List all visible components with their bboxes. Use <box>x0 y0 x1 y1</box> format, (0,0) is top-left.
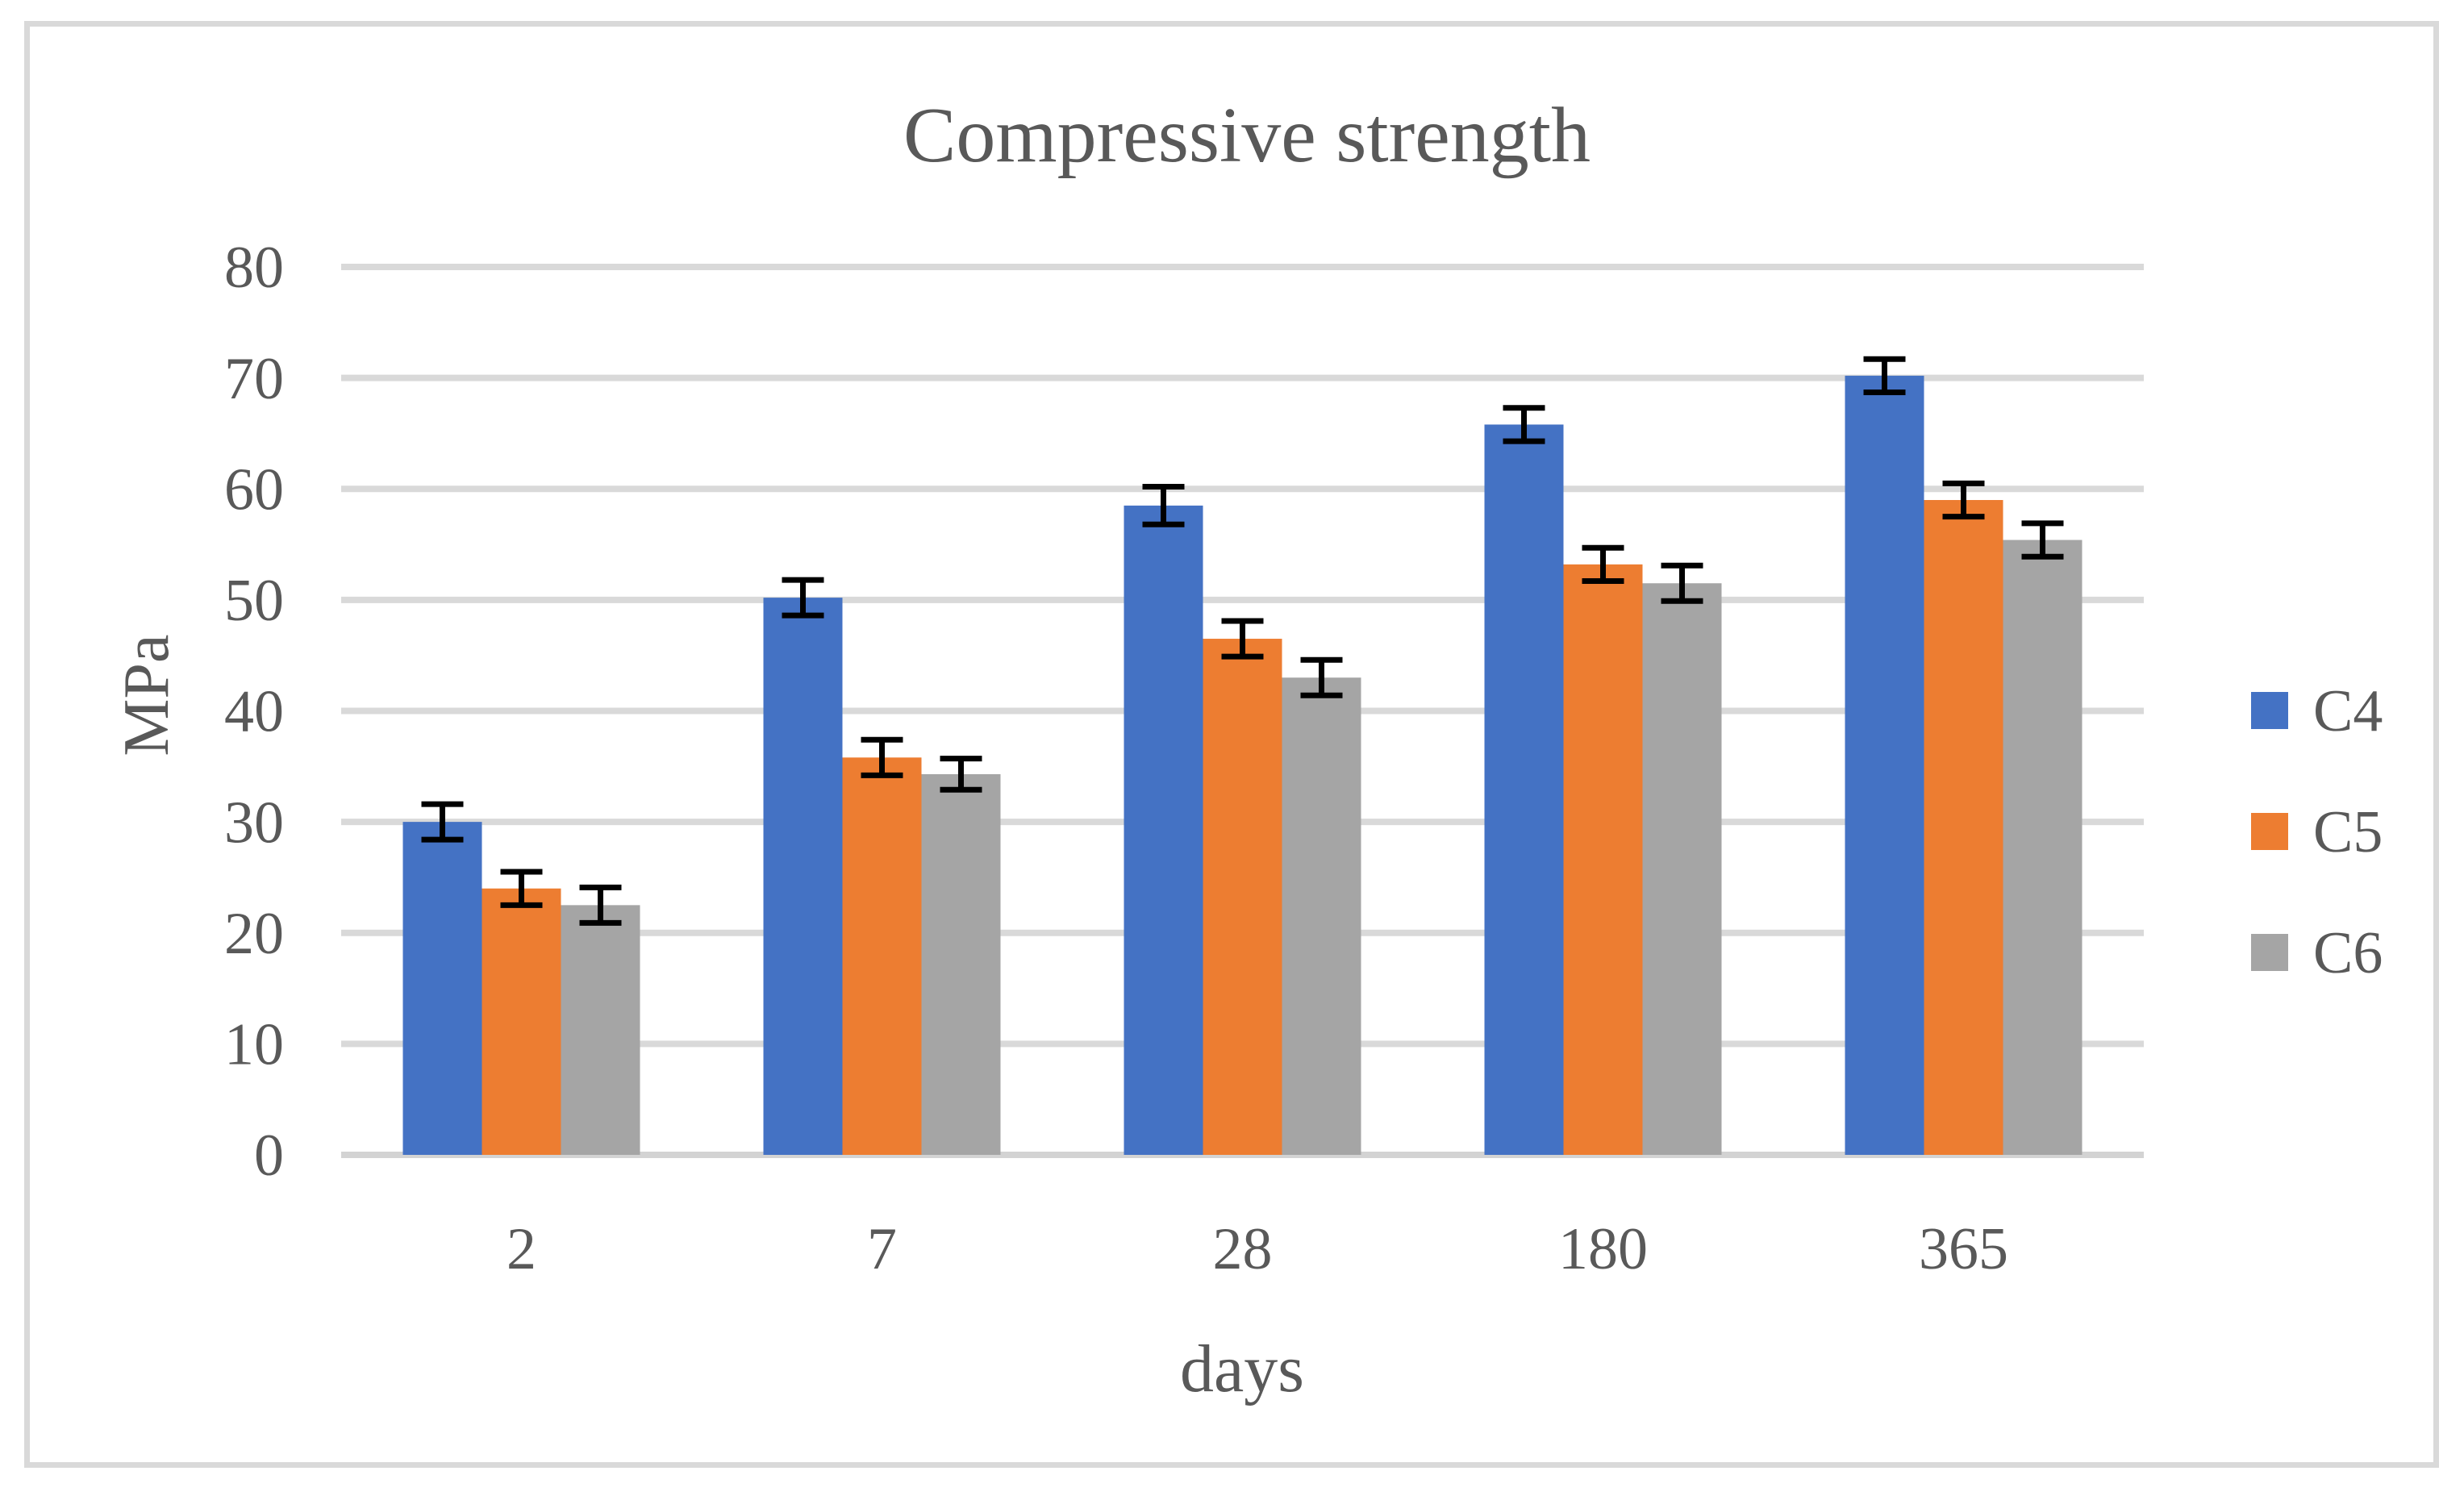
error-bar-C5-2d <box>500 869 543 908</box>
y-tick-label: 20 <box>224 901 284 967</box>
error-bar-C4-7d <box>782 577 824 619</box>
x-tick-label-7: 7 <box>867 1216 897 1282</box>
error-bar-C6-2d <box>579 884 622 926</box>
error-bar-C5-365d <box>1942 480 1985 520</box>
bar-C5-2d <box>482 888 561 1155</box>
legend: C4 C5 C6 <box>2251 678 2383 986</box>
bar-C5-365d <box>1924 500 2003 1155</box>
bar-C5-28d <box>1203 639 1282 1155</box>
bar-C6-2d <box>561 905 640 1155</box>
x-tick-label-2: 2 <box>507 1216 536 1282</box>
bar-C5-7d <box>842 757 922 1155</box>
bar-C4-365d <box>1845 375 1924 1155</box>
error-bar-C4-28d <box>1142 483 1185 527</box>
x-tick-label-365: 365 <box>1919 1216 2008 1282</box>
y-tick-label: 10 <box>224 1012 284 1078</box>
error-bars <box>421 356 2064 926</box>
bar-C6-365d <box>2003 540 2083 1155</box>
y-tick-label: 50 <box>224 568 284 634</box>
y-tick-label: 80 <box>224 235 284 301</box>
error-bar-C5-28d <box>1221 618 1264 660</box>
x-axis-tick-labels: 2 7 28 180 365 <box>507 1216 2008 1282</box>
bar-C6-28d <box>1282 677 1361 1155</box>
error-bar-C4-365d <box>1863 356 1906 396</box>
y-tick-label: 60 <box>224 456 284 523</box>
y-tick-label: 70 <box>224 346 284 412</box>
y-tick-label: 40 <box>224 679 284 745</box>
bar-C4-2d <box>402 822 482 1155</box>
bar-C4-28d <box>1124 505 1203 1155</box>
error-bar-C4-180d <box>1503 405 1545 444</box>
y-axis-label: MPa <box>111 634 182 756</box>
error-bar-C5-180d <box>1582 544 1624 584</box>
bar-C4-180d <box>1484 424 1564 1155</box>
legend-item-C5: C5 <box>2251 799 2383 865</box>
legend-label-C4: C4 <box>2313 678 2383 744</box>
legend-label-C5: C5 <box>2313 799 2383 865</box>
error-bar-C6-28d <box>1300 656 1343 698</box>
legend-item-C4: C4 <box>2251 678 2383 744</box>
bar-C4-7d <box>763 598 843 1155</box>
legend-label-C6: C6 <box>2313 920 2383 986</box>
x-tick-label-180: 180 <box>1558 1216 1648 1282</box>
bar-series <box>402 375 2083 1155</box>
x-tick-label-28: 28 <box>1213 1216 1273 1282</box>
error-bar-C6-365d <box>2021 520 2064 560</box>
error-bar-C6-7d <box>940 756 982 793</box>
bar-C5-180d <box>1563 564 1643 1155</box>
legend-swatch-C5 <box>2251 813 2288 850</box>
legend-swatch-C4 <box>2251 692 2288 729</box>
bar-C6-180d <box>1642 583 1722 1155</box>
chart-title: Compressive strength <box>903 92 1591 179</box>
x-axis-label: days <box>1180 1331 1304 1406</box>
error-bar-C6-180d <box>1661 562 1703 604</box>
legend-swatch-C6 <box>2251 934 2288 971</box>
gridlines <box>341 264 2144 1158</box>
y-tick-label: 0 <box>254 1123 284 1189</box>
bar-C6-7d <box>921 773 1001 1155</box>
error-bar-C4-2d <box>421 801 464 843</box>
legend-item-C6: C6 <box>2251 920 2383 986</box>
error-bar-C5-7d <box>861 736 903 778</box>
y-tick-label: 30 <box>224 790 284 856</box>
y-axis-tick-labels: 0 10 20 30 40 50 60 70 80 <box>224 235 284 1189</box>
